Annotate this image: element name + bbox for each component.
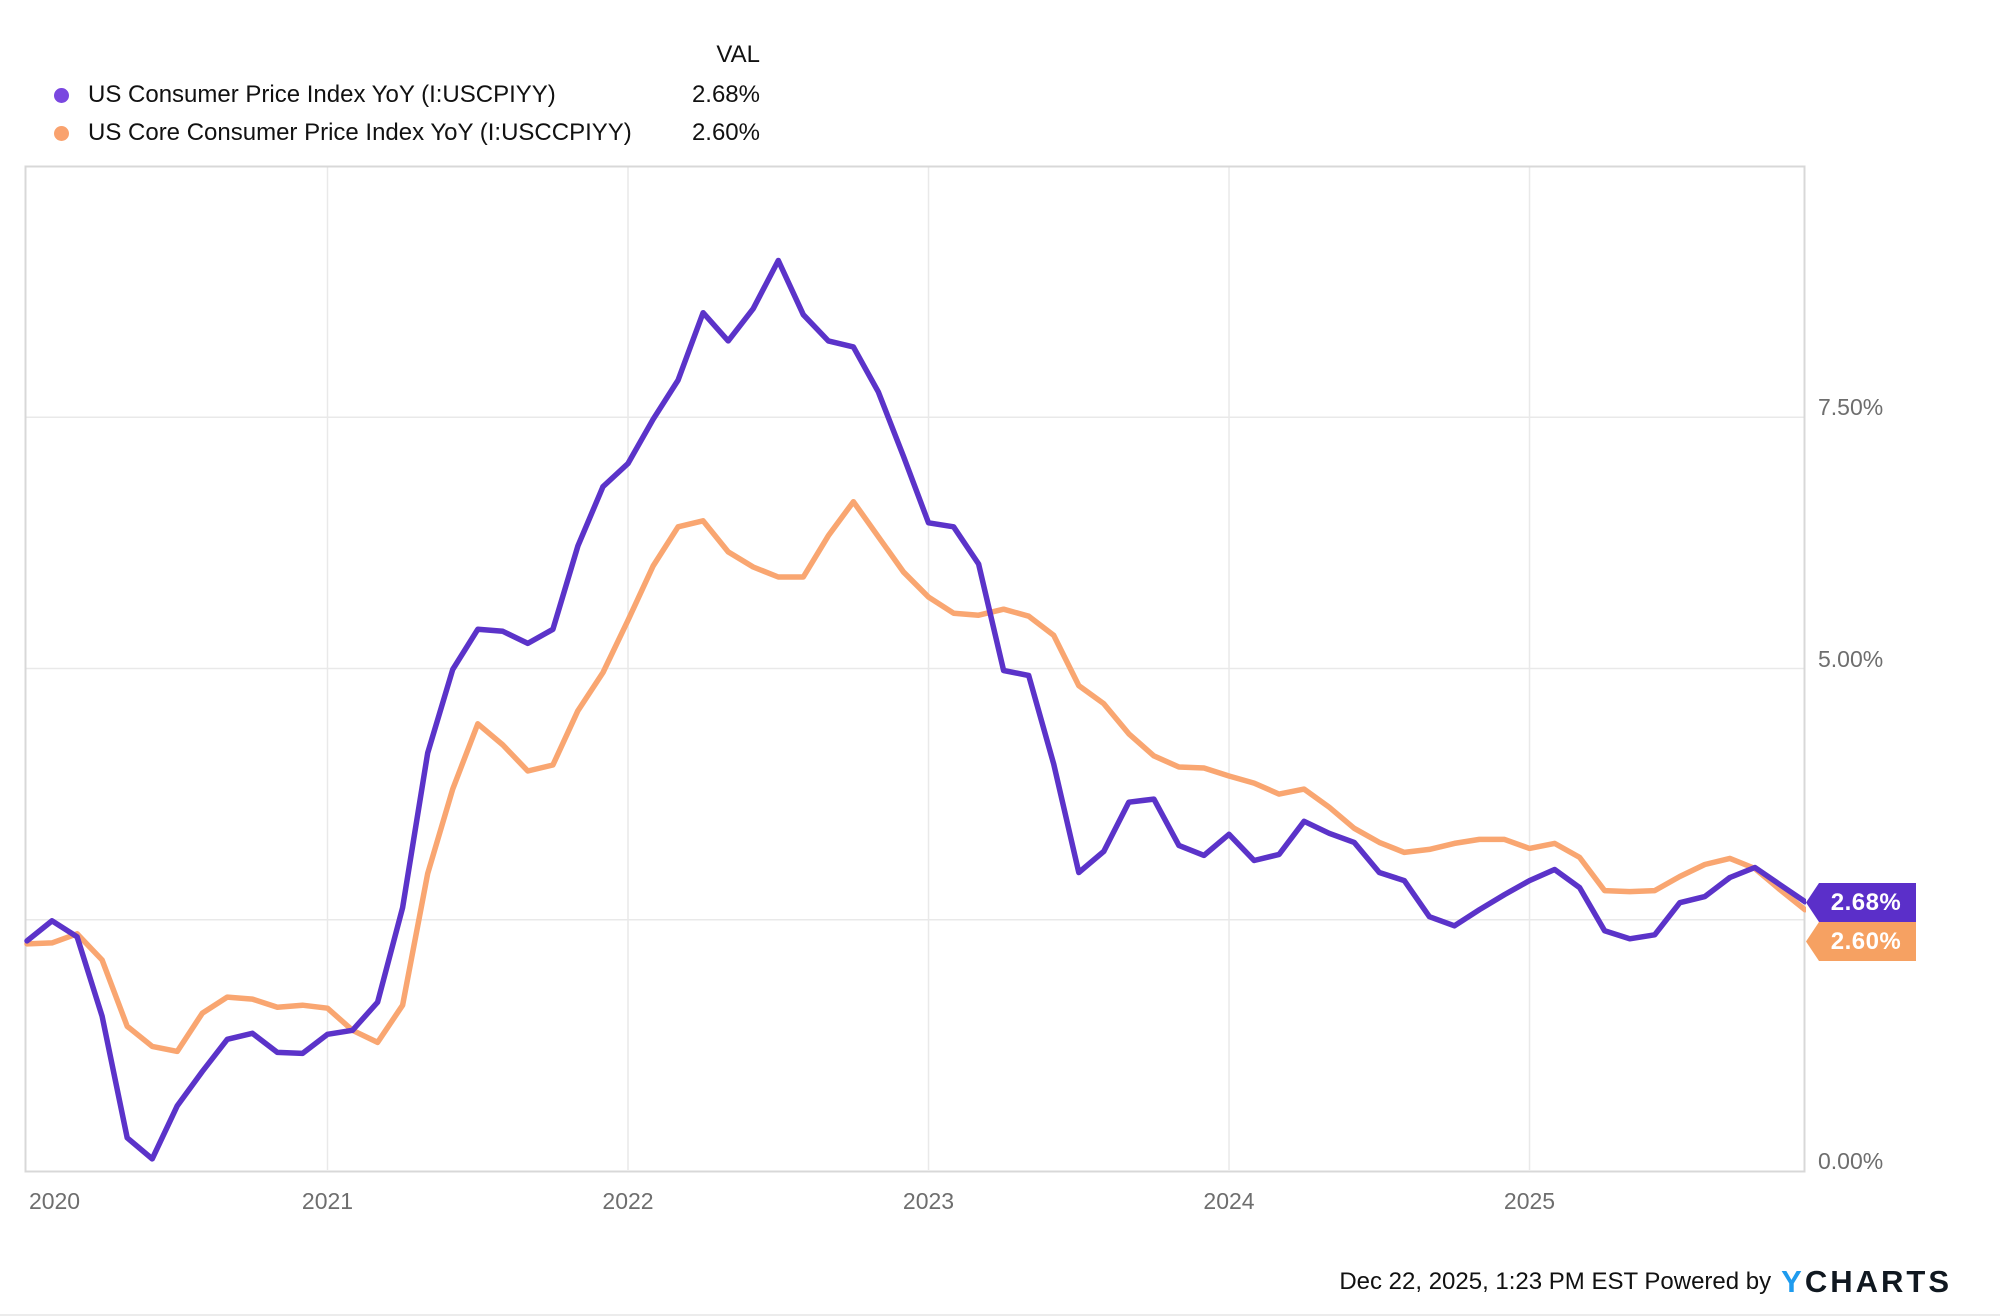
x-tick-label: 2025 [1503,1188,1556,1214]
y-tick-label: 7.50% [1818,394,1884,421]
bottom-divider [0,1314,2000,1316]
x-tick-label: 2021 [301,1188,354,1214]
gridlines [26,167,1804,1170]
legend-row-cpi[interactable]: US Consumer Price Index YoY (I:USCPIYY) … [54,81,760,109]
x-tick-label: 2024 [1203,1188,1255,1214]
x-tick-label: 2023 [902,1188,955,1214]
ycharts-logo-charts: CHARTS [1804,1264,1952,1299]
series-line-I:USCPIYY [24,257,1806,1162]
legend-label-cpi: US Consumer Price Index YoY (I:USCPIYY) [88,81,556,108]
ycharts-logo[interactable]: Y CHARTS [1781,1264,1952,1300]
plot-area[interactable] [24,165,1806,1173]
legend-label-core-cpi: US Core Consumer Price Index YoY (I:USCC… [88,119,632,146]
last-value-flag-cpi: 2.68% [1806,883,1916,922]
x-tick-label: 2020 [28,1188,81,1214]
footer: Dec 22, 2025, 1:23 PM EST Powered by Y CH… [1339,1264,1952,1300]
last-value-flag-core-cpi: 2.60% [1806,922,1916,961]
series-dot-cpi-icon [54,87,69,103]
legend-val-header: VAL [716,41,760,68]
footer-timestamp: Dec 22, 2025, 1:23 PM EST Powered by [1339,1268,1772,1295]
legend-row-core-cpi[interactable]: US Core Consumer Price Index YoY (I:USCC… [54,119,760,147]
series-line-I:USCCPIYY [24,498,1806,1055]
x-tick-label: 2022 [602,1188,654,1214]
legend-value-core-cpi: 2.60% [691,119,760,146]
series-dot-core-cpi-icon [54,125,69,141]
y-tick-label: 0.00% [1818,1148,1884,1174]
y-tick-label: 5.00% [1818,645,1884,672]
plot-border [24,165,1806,1173]
series-lines [24,257,1806,1162]
legend-value-cpi: 2.68% [691,81,760,108]
ycharts-logo-y: Y [1781,1264,1805,1299]
